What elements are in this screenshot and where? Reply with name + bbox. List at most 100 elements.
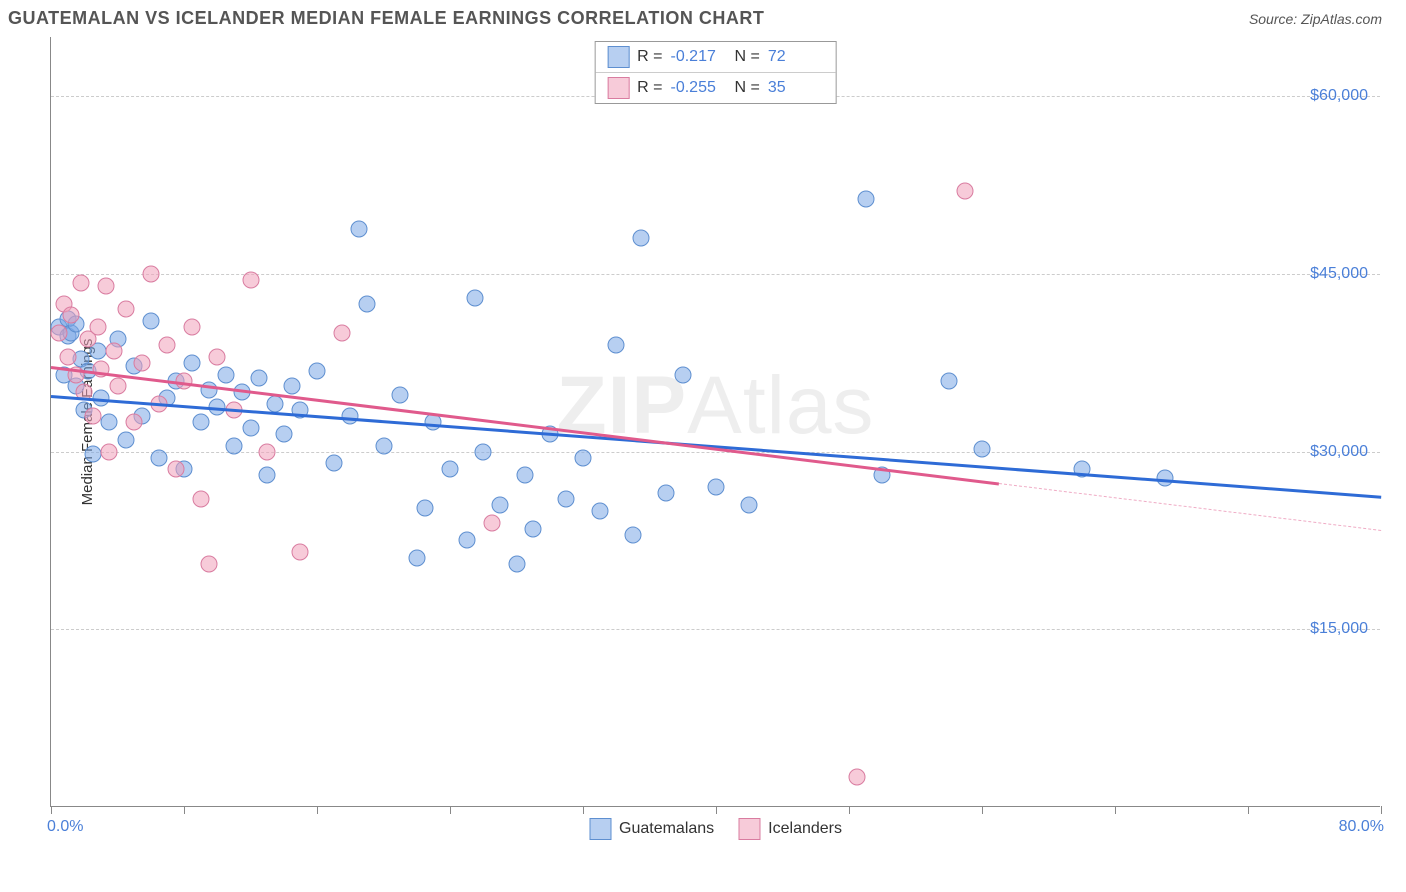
data-point <box>483 514 500 531</box>
legend-correlation: R = -0.217 N = 72 R = -0.255 N = 35 <box>594 41 837 104</box>
data-point <box>101 414 118 431</box>
x-tick <box>716 806 717 814</box>
data-point <box>558 491 575 508</box>
data-point <box>72 275 89 292</box>
y-tick-label: $60,000 <box>1310 87 1368 105</box>
data-point <box>508 556 525 573</box>
data-point <box>466 289 483 306</box>
data-point <box>575 449 592 466</box>
x-tick <box>849 806 850 814</box>
y-tick-label: $30,000 <box>1310 443 1368 461</box>
data-point <box>458 532 475 549</box>
y-tick-label: $45,000 <box>1310 265 1368 283</box>
data-point <box>849 769 866 786</box>
data-point <box>217 366 234 383</box>
legend-r-label: R = <box>637 79 662 97</box>
data-point <box>475 443 492 460</box>
x-tick <box>1115 806 1116 814</box>
data-point <box>259 443 276 460</box>
x-tick <box>184 806 185 814</box>
x-last-label: 80.0% <box>1339 818 1384 836</box>
trend-line-dashed <box>999 483 1381 531</box>
data-point <box>267 396 284 413</box>
data-point <box>491 496 508 513</box>
data-point <box>184 354 201 371</box>
data-point <box>106 342 123 359</box>
y-gridline <box>51 629 1380 630</box>
data-point <box>259 467 276 484</box>
x-first-label: 0.0% <box>47 818 83 836</box>
data-point <box>84 408 101 425</box>
data-point <box>350 220 367 237</box>
legend-series: Guatemalans Icelanders <box>589 818 842 840</box>
data-point <box>275 425 292 442</box>
data-point <box>242 271 259 288</box>
data-point <box>325 455 342 472</box>
plot-container: Median Female Earnings ZIPAtlas R = -0.2… <box>12 37 1394 807</box>
data-point <box>51 325 68 342</box>
data-point <box>142 265 159 282</box>
legend-r-value-0: -0.217 <box>671 48 727 66</box>
legend-n-value-0: 72 <box>768 48 824 66</box>
data-point <box>159 337 176 354</box>
data-point <box>674 366 691 383</box>
legend-label-0: Guatemalans <box>619 820 714 838</box>
data-point <box>101 443 118 460</box>
data-point <box>516 467 533 484</box>
legend-row-1: R = -0.255 N = 35 <box>595 72 836 103</box>
data-point <box>591 502 608 519</box>
data-point <box>392 386 409 403</box>
x-tick <box>583 806 584 814</box>
data-point <box>84 445 101 462</box>
data-point <box>117 301 134 318</box>
data-point <box>309 363 326 380</box>
data-point <box>225 437 242 454</box>
data-point <box>242 419 259 436</box>
source-label: Source: ZipAtlas.com <box>1249 11 1382 27</box>
legend-n-label: N = <box>735 79 760 97</box>
data-point <box>184 319 201 336</box>
data-point <box>741 496 758 513</box>
data-point <box>608 337 625 354</box>
data-point <box>142 313 159 330</box>
legend-swatch-b0 <box>589 818 611 840</box>
y-tick-label: $15,000 <box>1310 620 1368 638</box>
legend-label-1: Icelanders <box>768 820 842 838</box>
data-point <box>658 485 675 502</box>
data-point <box>167 461 184 478</box>
legend-n-value-1: 35 <box>768 79 824 97</box>
legend-item-0: Guatemalans <box>589 818 714 840</box>
data-point <box>442 461 459 478</box>
watermark-light: Atlas <box>687 360 874 451</box>
data-point <box>292 544 309 561</box>
x-tick <box>1381 806 1382 814</box>
y-gridline <box>51 452 1380 453</box>
data-point <box>284 378 301 395</box>
x-tick <box>1248 806 1249 814</box>
data-point <box>151 449 168 466</box>
data-point <box>126 414 143 431</box>
data-point <box>358 295 375 312</box>
data-point <box>89 319 106 336</box>
legend-swatch-b1 <box>738 818 760 840</box>
data-point <box>62 307 79 324</box>
data-point <box>957 183 974 200</box>
chart-title: GUATEMALAN VS ICELANDER MEDIAN FEMALE EA… <box>8 8 764 29</box>
data-point <box>1156 469 1173 486</box>
data-point <box>192 491 209 508</box>
data-point <box>59 348 76 365</box>
data-point <box>408 550 425 567</box>
legend-swatch-0 <box>607 46 629 68</box>
scatter-plot: ZIPAtlas R = -0.217 N = 72 R = -0.255 N … <box>50 37 1380 807</box>
legend-row-0: R = -0.217 N = 72 <box>595 42 836 72</box>
data-point <box>624 526 641 543</box>
legend-n-label: N = <box>735 48 760 66</box>
data-point <box>633 230 650 247</box>
data-point <box>333 325 350 342</box>
data-point <box>708 479 725 496</box>
data-point <box>974 441 991 458</box>
data-point <box>200 556 217 573</box>
data-point <box>525 520 542 537</box>
legend-r-label: R = <box>637 48 662 66</box>
data-point <box>342 408 359 425</box>
